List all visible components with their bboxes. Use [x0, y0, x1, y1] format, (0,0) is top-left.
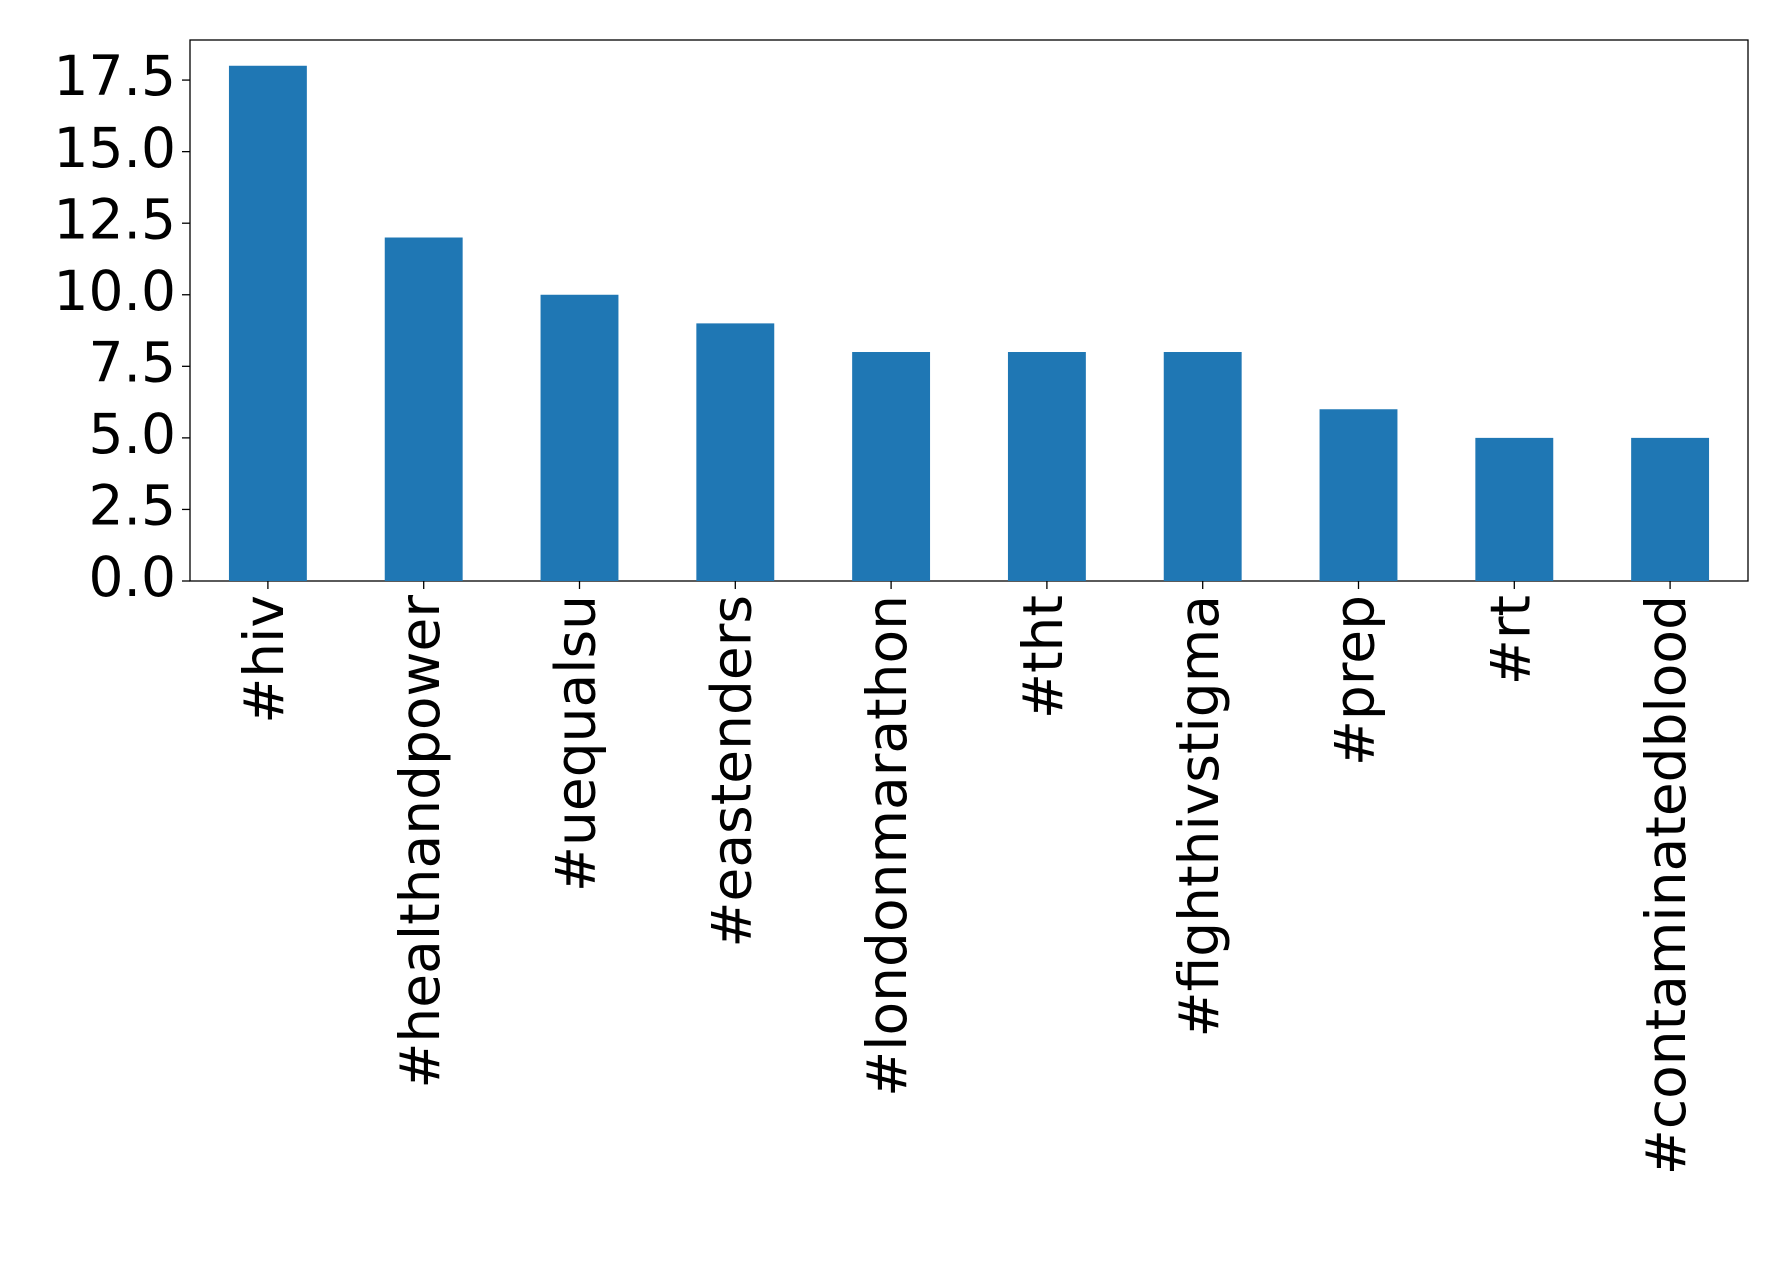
x-tick-label: #prep	[1323, 595, 1387, 766]
y-tick-label: 0.0	[89, 545, 176, 609]
bar	[1475, 437, 1554, 581]
x-tick-label: #hiv	[232, 595, 296, 724]
x-tick-label: #healthandpower	[388, 595, 452, 1089]
x-tick-label: #tht	[1011, 595, 1075, 719]
y-tick-label: 12.5	[54, 187, 176, 251]
x-tick-label: #rt	[1478, 595, 1542, 685]
plot-frame	[189, 39, 1749, 582]
y-tick-label: 15.0	[54, 116, 176, 180]
x-tick-label: #contaminatedblood	[1634, 595, 1698, 1175]
x-tick-label: #uequalsu	[544, 595, 608, 892]
bar	[1007, 352, 1086, 581]
y-tick-label: 10.0	[54, 259, 176, 323]
bar	[228, 65, 307, 581]
bar	[1631, 437, 1710, 581]
bar	[1163, 352, 1242, 581]
y-tick-label: 5.0	[89, 402, 176, 466]
x-tick-label: #londonmarathon	[855, 595, 919, 1097]
x-tick-label: #fighthivstigma	[1167, 595, 1231, 1037]
bar	[540, 294, 619, 581]
bar	[852, 352, 931, 581]
bar	[1319, 409, 1398, 581]
bar	[696, 323, 775, 581]
x-tick-label: #eastenders	[699, 595, 763, 948]
bar	[384, 237, 463, 581]
y-tick-label: 7.5	[89, 330, 176, 394]
y-tick-label: 2.5	[89, 474, 176, 538]
y-tick-label: 17.5	[54, 44, 176, 108]
